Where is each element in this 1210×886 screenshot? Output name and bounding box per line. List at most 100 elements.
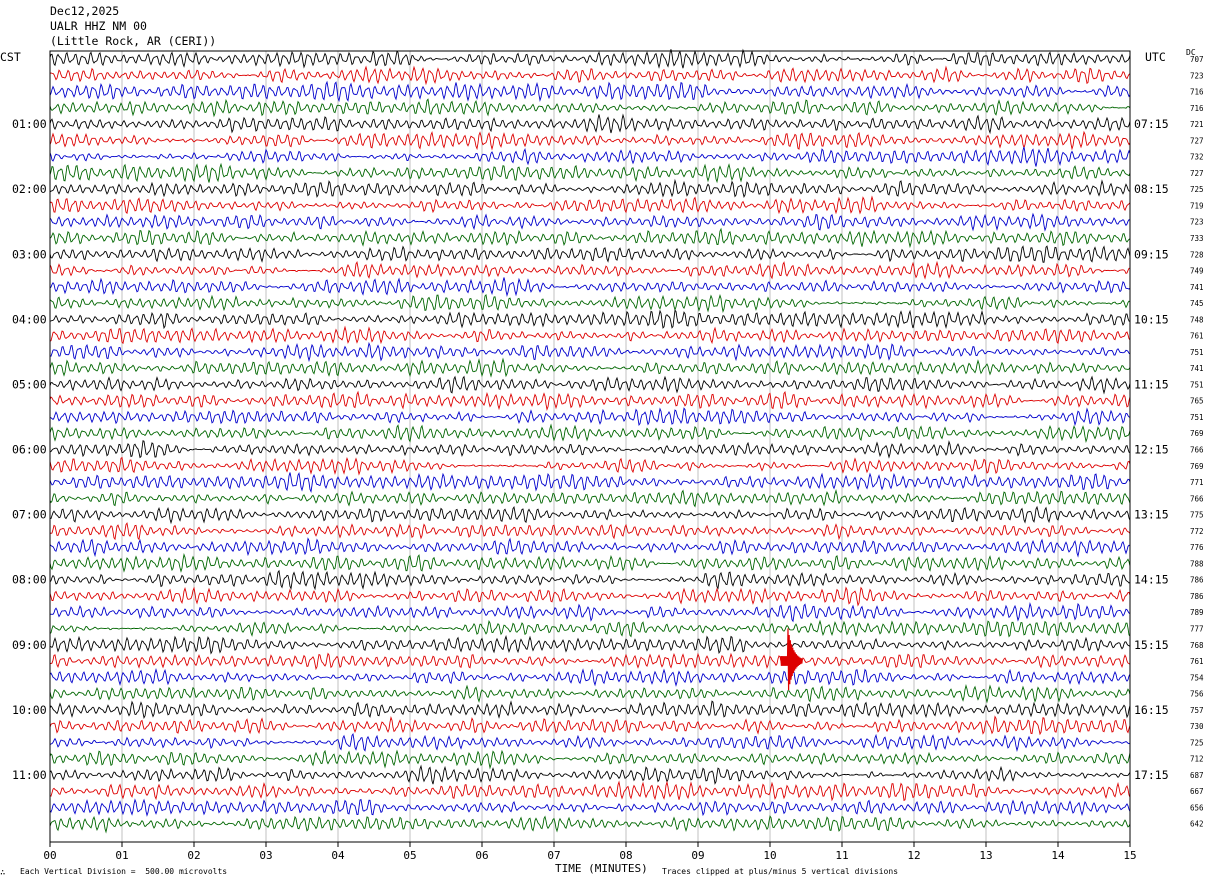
trace-line — [49, 553, 1131, 573]
dc-offset-label: 766 — [1190, 494, 1204, 503]
trace-line — [49, 65, 1131, 86]
trace-line — [49, 569, 1131, 591]
trace-line — [49, 245, 1131, 263]
trace-line — [49, 407, 1131, 427]
event-spike — [780, 628, 803, 691]
trace-line — [49, 471, 1131, 494]
dc-offset-label: 789 — [1190, 608, 1204, 617]
trace-line — [49, 684, 1131, 704]
dc-offset-label: 667 — [1190, 787, 1204, 796]
dc-offset-label: 716 — [1190, 88, 1204, 97]
dc-offset-label: 751 — [1190, 413, 1204, 422]
x-axis-title: TIME (MINUTES) — [555, 862, 648, 875]
dc-offset-label: 721 — [1190, 120, 1204, 129]
trace-line — [49, 48, 1131, 69]
left-hour-label: 07:00 — [12, 508, 47, 522]
dc-offset-label: 725 — [1190, 185, 1204, 194]
trace-line — [49, 700, 1131, 719]
left-hour-label: 02:00 — [12, 182, 47, 196]
dc-offset-label: 751 — [1190, 348, 1204, 357]
left-hour-label: 08:00 — [12, 573, 47, 587]
x-tick-label: 15 — [1123, 849, 1136, 862]
dc-offset-label: 761 — [1190, 657, 1204, 666]
dc-offset-label: 748 — [1190, 315, 1204, 324]
dc-offset-label: 788 — [1190, 559, 1204, 568]
right-hour-labels: 07:15 08:15 09:15 10:15 11:15 12:15 13:15 14:15… — [1134, 117, 1169, 782]
dc-offset-label: 728 — [1190, 250, 1204, 259]
x-tick-label: 05 — [403, 849, 416, 862]
trace-line — [49, 780, 1131, 802]
trace-line — [49, 162, 1131, 184]
trace-line — [49, 260, 1130, 280]
header-date: Dec12,2025 — [50, 4, 120, 18]
trace-line — [49, 390, 1131, 412]
right-hour-label: 08:15 — [1134, 182, 1169, 196]
header-location: (Little Rock, AR (CERI)) — [50, 34, 217, 48]
x-tick-label: 08 — [619, 849, 632, 862]
right-hour-label: 16:15 — [1134, 703, 1169, 717]
x-tick-label: 10 — [763, 849, 776, 862]
seismic-traces — [49, 48, 1131, 834]
trace-line — [49, 277, 1131, 298]
x-tick-label: 02 — [187, 849, 200, 862]
trace-line — [49, 764, 1131, 785]
dc-offset-label: 730 — [1190, 722, 1204, 731]
dc-offset-label: 707 — [1190, 55, 1204, 64]
trace-line — [49, 815, 1131, 834]
right-hour-label: 15:15 — [1134, 638, 1169, 652]
dc-offset-label: 723 — [1190, 218, 1204, 227]
dc-offset-label: 727 — [1190, 169, 1204, 178]
trace-line — [49, 113, 1131, 135]
trace-line — [49, 341, 1131, 363]
trace-line — [49, 423, 1131, 444]
x-tick-label: 04 — [331, 849, 345, 862]
right-timezone-label: UTC — [1145, 50, 1166, 64]
right-hour-label: 09:15 — [1134, 247, 1169, 261]
trace-line — [49, 80, 1131, 103]
left-hour-label: 06:00 — [12, 443, 47, 457]
left-timezone-label: CST — [0, 50, 21, 64]
scale-note: Each Vertical Division = 500.00 microvol… — [20, 867, 228, 876]
x-tick-label: 13 — [979, 849, 992, 862]
dc-offset-label: 765 — [1190, 397, 1204, 406]
left-hour-label: 05:00 — [12, 377, 47, 391]
trace-line — [49, 130, 1131, 151]
trace-line — [49, 146, 1131, 167]
x-tick-label: 03 — [259, 849, 272, 862]
trace-line — [49, 293, 1131, 313]
dc-offset-label: 732 — [1190, 153, 1204, 162]
dc-offset-label: 725 — [1190, 738, 1204, 747]
x-tick-label: 09 — [691, 849, 704, 862]
plot-frame — [49, 50, 1131, 843]
dc-offset-label: 786 — [1190, 576, 1204, 585]
right-hour-label: 10:15 — [1134, 312, 1169, 326]
trace-line — [49, 749, 1131, 770]
dc-offset-label: 642 — [1190, 820, 1204, 829]
right-hour-label: 14:15 — [1134, 573, 1169, 587]
left-hour-label: 04:00 — [12, 312, 47, 326]
trace-line — [49, 715, 1131, 736]
trace-line — [49, 522, 1131, 541]
x-tick-label: 00 — [43, 849, 56, 862]
dc-offset-label: 777 — [1190, 624, 1204, 633]
x-tick-label: 07 — [547, 849, 560, 862]
trace-line — [49, 602, 1131, 623]
dc-offset-label: 745 — [1190, 299, 1204, 308]
dc-offset-label: 756 — [1190, 690, 1204, 699]
grid-lines — [121, 51, 1059, 842]
dc-offset-labels: 707 723 716 716 721 727 732 727 725 719 723 733 728 7… — [1190, 55, 1204, 829]
dc-label: DC — [1186, 48, 1196, 57]
dc-offset-label: 769 — [1190, 462, 1204, 471]
trace-line — [49, 489, 1131, 508]
dc-offset-label: 723 — [1190, 71, 1204, 80]
trace-line — [49, 798, 1131, 817]
dc-offset-label: 687 — [1190, 771, 1204, 780]
trace-line — [49, 634, 1131, 655]
trace-line — [49, 325, 1131, 345]
header-station: UALR HHZ NM 00 — [50, 19, 147, 33]
trace-line — [49, 309, 1131, 330]
left-hour-label: 03:00 — [12, 247, 47, 261]
dc-offset-label: 712 — [1190, 755, 1204, 764]
dc-offset-label: 727 — [1190, 136, 1204, 145]
